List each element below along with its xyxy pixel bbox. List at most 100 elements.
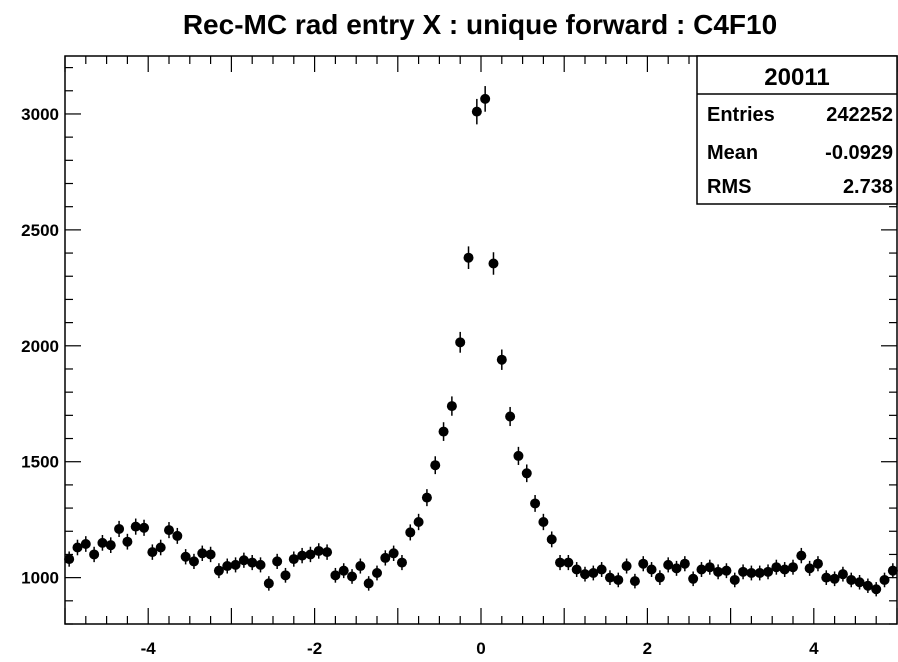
data-marker — [114, 523, 125, 534]
y-tick-label: 3000 — [21, 105, 59, 124]
data-point — [396, 554, 407, 571]
data-point — [721, 563, 732, 579]
data-point — [155, 539, 166, 556]
data-point — [455, 331, 466, 353]
data-marker — [788, 562, 798, 573]
data-point — [679, 556, 690, 572]
data-marker — [837, 569, 848, 580]
data-point — [513, 446, 524, 465]
data-point — [322, 544, 333, 560]
data-point — [363, 576, 374, 591]
data-point — [580, 566, 590, 582]
data-marker — [588, 567, 599, 578]
data-point — [771, 559, 782, 575]
data-marker — [80, 539, 91, 550]
data-marker — [505, 411, 516, 422]
data-point — [89, 546, 100, 563]
data-point — [688, 571, 699, 587]
data-marker — [164, 525, 174, 536]
data-marker — [729, 574, 740, 585]
data-marker — [488, 258, 499, 269]
data-marker — [297, 550, 308, 561]
data-marker — [521, 468, 532, 479]
data-point — [887, 563, 898, 579]
data-marker — [446, 401, 457, 412]
data-marker — [313, 545, 324, 556]
data-marker — [887, 565, 898, 576]
data-marker — [205, 549, 216, 560]
data-marker — [197, 548, 208, 559]
data-point — [663, 557, 674, 573]
data-marker — [763, 566, 774, 577]
data-point — [64, 551, 75, 567]
data-point — [413, 513, 424, 531]
data-marker — [105, 540, 116, 551]
x-tick-label: 0 — [476, 639, 485, 658]
data-point — [205, 546, 216, 563]
data-marker — [538, 516, 549, 527]
data-marker — [255, 559, 266, 570]
stats-box: 20011 Entries 242252 Mean -0.0929 RMS 2.… — [696, 55, 898, 205]
data-point — [638, 556, 649, 572]
data-point — [105, 537, 116, 554]
data-point — [588, 565, 599, 581]
data-marker — [846, 574, 857, 585]
data-point — [280, 567, 291, 583]
data-point — [222, 558, 233, 574]
data-marker — [654, 572, 665, 583]
data-marker — [746, 567, 757, 578]
data-point — [139, 519, 150, 536]
data-marker — [155, 542, 166, 553]
data-point — [729, 572, 740, 588]
data-point — [621, 558, 632, 574]
data-marker — [305, 549, 316, 560]
data-marker — [222, 561, 233, 572]
data-point — [862, 578, 873, 593]
data-marker — [571, 564, 582, 575]
data-marker — [463, 252, 474, 263]
data-point — [738, 564, 749, 580]
data-marker — [629, 576, 640, 587]
y-tick-label: 2000 — [21, 337, 59, 356]
data-point — [546, 531, 557, 548]
data-point — [521, 464, 532, 483]
data-marker — [188, 556, 199, 567]
data-point — [812, 556, 823, 572]
data-marker — [480, 93, 491, 104]
data-point — [613, 572, 624, 588]
data-marker — [388, 548, 399, 559]
data-marker — [563, 557, 574, 568]
stats-entries-label: Entries — [707, 104, 775, 126]
data-point — [263, 576, 274, 591]
data-marker — [555, 557, 566, 568]
data-point — [164, 522, 174, 539]
data-point — [180, 549, 191, 565]
data-point — [230, 557, 241, 573]
data-point — [488, 252, 499, 275]
data-point — [380, 550, 391, 566]
data-point — [471, 98, 482, 125]
data-point — [671, 560, 682, 576]
data-marker — [621, 561, 632, 572]
data-point — [255, 557, 266, 573]
data-point — [604, 570, 615, 585]
data-marker — [696, 564, 707, 575]
stats-entries-value: 242252 — [826, 104, 893, 126]
data-point — [530, 495, 541, 512]
data-point — [713, 564, 724, 580]
data-marker — [363, 578, 374, 589]
data-point — [238, 552, 249, 568]
data-marker — [122, 536, 133, 547]
data-point — [372, 565, 382, 581]
data-marker — [804, 563, 815, 574]
data-marker — [230, 559, 241, 570]
data-marker — [322, 547, 333, 558]
data-marker — [372, 567, 382, 578]
data-marker — [738, 566, 749, 577]
x-tick-label: 4 — [809, 639, 819, 658]
data-point — [97, 534, 108, 551]
data-marker — [721, 565, 732, 576]
data-point — [704, 559, 715, 575]
data-point — [463, 246, 474, 270]
data-marker — [871, 584, 882, 595]
